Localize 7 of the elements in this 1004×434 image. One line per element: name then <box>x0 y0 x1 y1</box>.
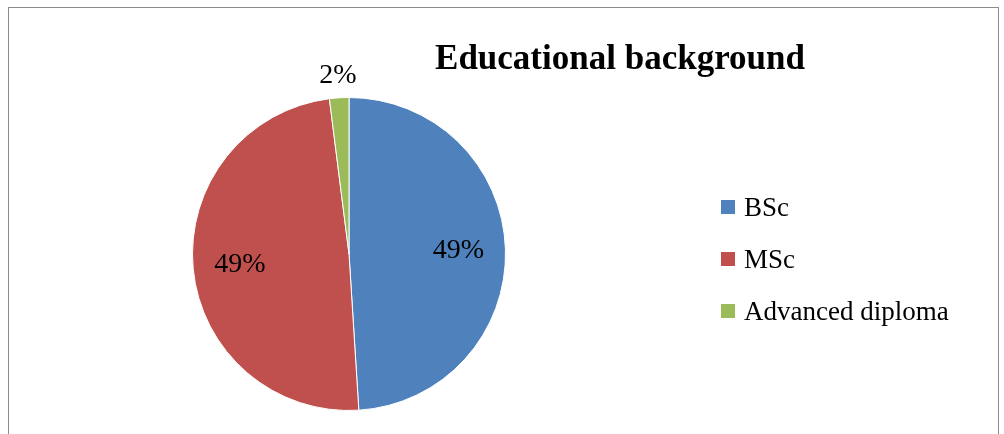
chart-title: Educational background <box>434 38 806 78</box>
legend-label: Advanced diploma <box>744 295 949 327</box>
legend-label: MSc <box>744 243 796 275</box>
legend-label: BSc <box>744 191 790 223</box>
data-label: 49% <box>432 232 485 264</box>
data-label: 49% <box>214 246 266 278</box>
data-label: 2% <box>319 58 357 90</box>
